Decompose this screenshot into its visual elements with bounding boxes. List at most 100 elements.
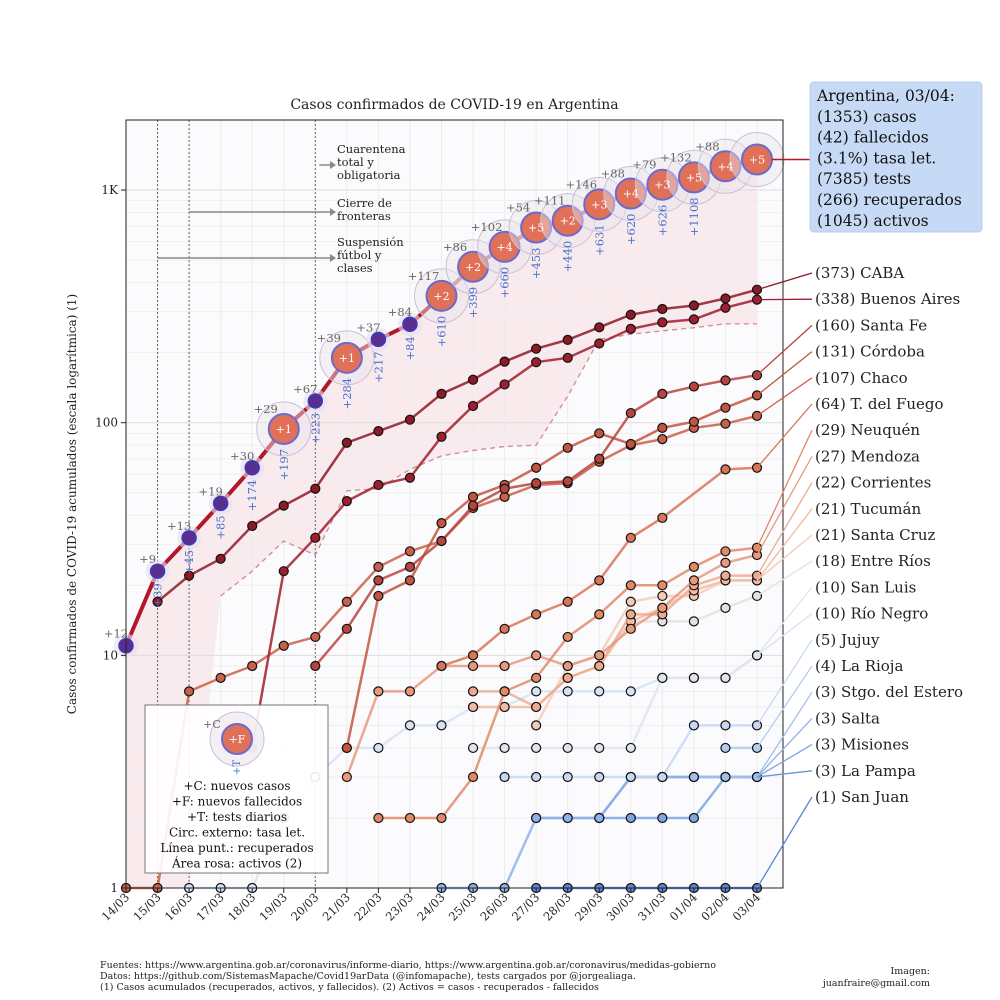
- legend-label: (3) Salta: [815, 709, 880, 727]
- data-point: [657, 812, 668, 824]
- summary-line: (266) recuperados: [817, 191, 962, 209]
- data-point: [625, 323, 636, 335]
- data-point: [625, 532, 636, 543]
- data-point: [657, 602, 668, 613]
- data-point: [562, 660, 573, 672]
- data-point: [373, 812, 384, 824]
- legend-label: (338) Buenos Aires: [815, 290, 960, 308]
- x-tick-label: 14/03: [99, 890, 132, 923]
- legend-label: (64) T. del Fuego: [815, 395, 944, 413]
- data-point: [625, 309, 636, 320]
- data-point: [688, 561, 700, 572]
- summary-line: Argentina, 03/04:: [816, 87, 955, 105]
- tests-label: +610: [435, 316, 449, 348]
- plot-frame: [125, 119, 784, 889]
- data-point: [278, 500, 289, 511]
- x-tick-label: 19/03: [257, 890, 290, 923]
- footer-line: (1) Casos acumulados (recuperados, activ…: [100, 982, 599, 993]
- legend-box-line: +C: nuevos casos: [183, 779, 290, 793]
- data-point: [594, 453, 605, 464]
- data-point: [341, 623, 352, 634]
- data-point: [625, 596, 636, 607]
- data-point: [404, 720, 416, 731]
- data-point: [688, 381, 700, 392]
- total-point-death: [583, 188, 616, 221]
- data-point: [688, 616, 700, 627]
- data-point: [152, 596, 163, 607]
- credit-email: juanfraire@gmail.com: [822, 978, 930, 989]
- data-point: [247, 520, 258, 532]
- data-point: [341, 771, 352, 783]
- legend-label: (5) Jujuy: [815, 631, 880, 649]
- data-point: [436, 812, 447, 824]
- data-point: [531, 609, 542, 620]
- tests-label: +453: [529, 248, 543, 280]
- new-cases-label: +88: [695, 139, 719, 153]
- data-point: [657, 317, 668, 328]
- legend-label: (3) La Pampa: [815, 762, 916, 780]
- data-point: [562, 334, 573, 345]
- death-label: +3: [654, 179, 670, 192]
- x-tick-label: 21/03: [320, 890, 353, 923]
- legend-box-line: +T: tests diarios: [187, 810, 287, 824]
- legend-connector: [756, 534, 813, 581]
- legend-connector: [756, 560, 813, 597]
- data-point: [720, 771, 731, 783]
- data-point: [499, 701, 510, 713]
- total-point: [181, 530, 197, 546]
- summary-line: (42) fallecidos: [817, 129, 929, 147]
- total-point-death: [551, 204, 584, 237]
- y-tick-label: 100: [95, 416, 118, 430]
- tests-label: +631: [592, 224, 606, 256]
- legend-label: (131) Córdoba: [815, 343, 925, 361]
- data-point: [310, 660, 321, 672]
- data-point: [720, 602, 731, 613]
- data-point: [436, 388, 447, 399]
- data-point: [373, 742, 384, 754]
- data-point: [688, 771, 700, 783]
- data-point: [657, 434, 668, 445]
- legend-label: (3) Stgo. del Estero: [815, 683, 963, 701]
- data-point: [562, 476, 573, 487]
- data-point: [278, 640, 289, 651]
- series-line-caba: [156, 288, 758, 603]
- legend-sample-tests: +T: [232, 760, 243, 775]
- tests-label: +84: [403, 336, 417, 360]
- data-point: [720, 742, 731, 754]
- summary-line: (1045) activos: [817, 212, 929, 230]
- total-point-death: [614, 177, 647, 210]
- legend-label: (27) Mendoza: [815, 447, 920, 465]
- data-point: [720, 293, 731, 304]
- data-point: [436, 535, 447, 547]
- x-tick-label: 31/03: [635, 890, 668, 923]
- x-tick-label: 22/03: [351, 890, 384, 923]
- legend-connector: [756, 429, 813, 549]
- data-point: [467, 400, 479, 412]
- data-point: [247, 660, 258, 672]
- data-point: [436, 660, 447, 672]
- summary-line: (1353) casos: [817, 108, 917, 126]
- series-line-mendoza: [345, 553, 758, 778]
- death-label: +1: [276, 423, 292, 436]
- legend-connector: [756, 639, 813, 726]
- footer-line: Fuentes: https://www.argentina.gob.ar/co…: [100, 960, 717, 971]
- data-point: [531, 343, 542, 354]
- death-label: +4: [717, 160, 733, 173]
- data-point: [625, 407, 636, 419]
- data-point: [531, 701, 542, 713]
- event-label: fronteras: [337, 209, 391, 223]
- data-point: [720, 570, 731, 581]
- new-cases-label: +19: [199, 484, 223, 498]
- tests-label: +45: [182, 550, 196, 574]
- data-point: [720, 557, 731, 568]
- legend-connector: [756, 717, 813, 778]
- y-tick-label: 1: [110, 881, 118, 895]
- data-point: [720, 402, 731, 413]
- y-tick-label: 10: [103, 648, 118, 662]
- data-point: [373, 479, 384, 491]
- legend-connector: [756, 586, 813, 656]
- data-point: [467, 491, 479, 502]
- legend-box: +F +C +T +C: nuevos casos +F: nuevos falleci…: [144, 704, 329, 874]
- legend-connector: [756, 691, 813, 778]
- death-label: +3: [591, 198, 607, 211]
